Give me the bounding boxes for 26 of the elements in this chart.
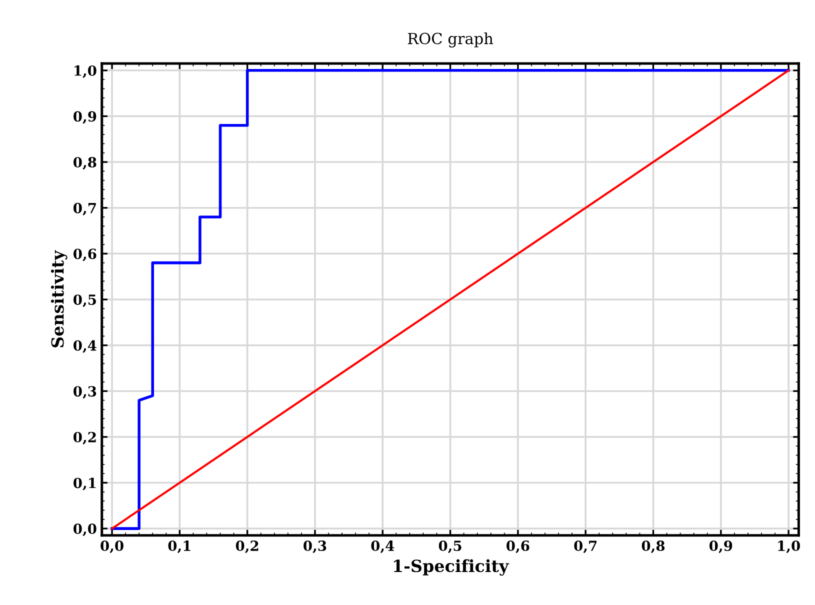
y-tick-label: 0,3: [74, 386, 96, 399]
y-tick-label: 0,5: [74, 294, 96, 308]
y-tick-label: 0,7: [74, 202, 96, 216]
y-tick-label: 0,6: [74, 248, 96, 262]
x-tick-label: 0,4: [371, 540, 394, 554]
x-tick-label: 1,0: [778, 540, 800, 554]
x-tick-label: 0,9: [709, 540, 732, 554]
x-tick-label: 0,2: [236, 540, 258, 554]
y-tick-label: 0,9: [74, 111, 96, 124]
y-tick-label: 0,8: [74, 156, 96, 170]
y-tick-label: 0,4: [74, 340, 96, 353]
chart-title: ROC graph: [408, 32, 494, 48]
x-tick-label: 0,3: [304, 540, 326, 554]
x-axis-title: 1-Specificity: [394, 559, 510, 576]
x-tick-label: 0,7: [574, 540, 597, 554]
x-tick-label: 0,5: [438, 540, 462, 554]
x-tick-label: 0,8: [642, 540, 665, 554]
x-tick-label: 0,1: [168, 540, 190, 554]
line-series: [110, 69, 790, 530]
y-axis-title: Sensitivity: [50, 250, 68, 348]
y-tick-label: 0,1: [74, 478, 96, 490]
y-tick-label: 0,0: [74, 524, 96, 536]
y-tick-label: 0,2: [74, 432, 96, 444]
x-tick-label: 0,0: [100, 540, 124, 554]
x-tick-label: 0,6: [506, 540, 530, 554]
y-tick-label: 1,0: [74, 65, 96, 78]
